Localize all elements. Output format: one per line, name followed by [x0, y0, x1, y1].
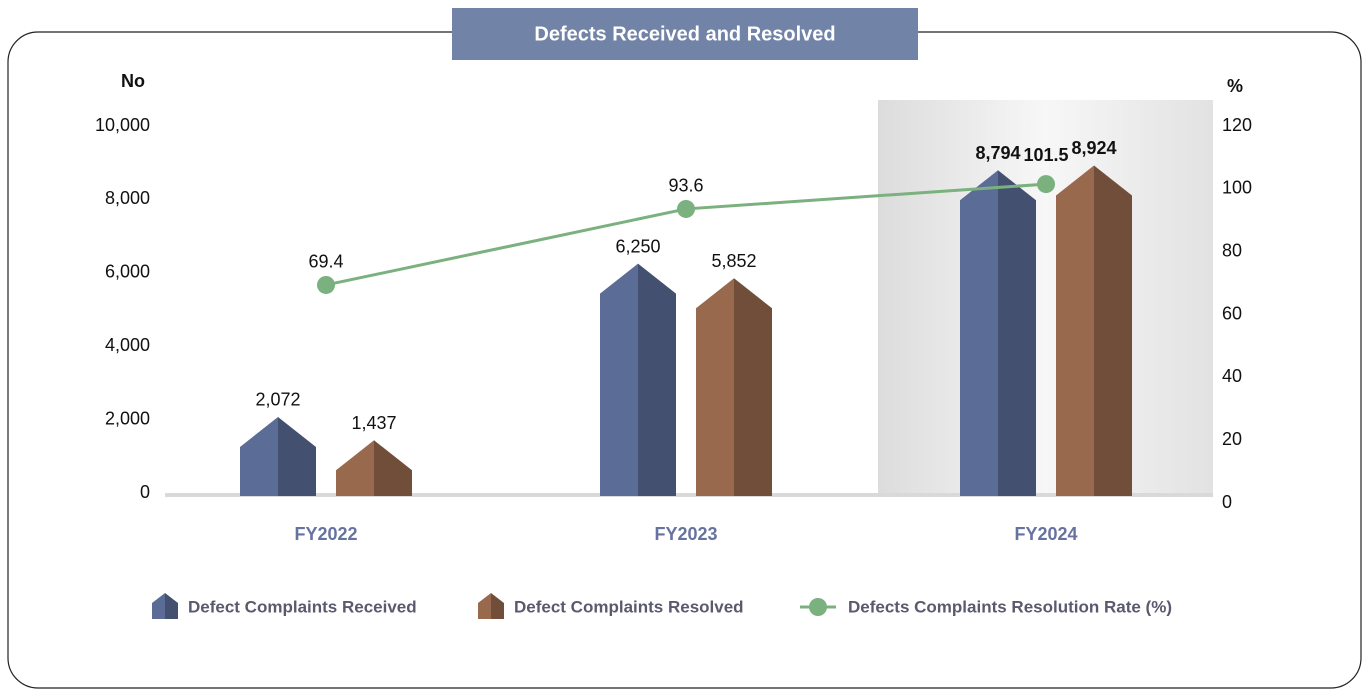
data-label: 6,250: [615, 236, 660, 256]
legend-marker: [809, 598, 827, 616]
y-tick-label: 10,000: [95, 115, 150, 135]
legend-label: Defect Complaints Resolved: [514, 597, 744, 616]
y-tick-label: 6,000: [105, 262, 150, 282]
bar: [1056, 165, 1094, 496]
y2-tick-label: 20: [1222, 429, 1242, 449]
data-label: 5,852: [711, 251, 756, 271]
y-tick-label: 0: [140, 482, 150, 502]
title-box: [452, 8, 918, 60]
data-label: 8,924: [1071, 138, 1116, 158]
legend-swatch: [491, 593, 504, 619]
bar-side: [998, 170, 1036, 496]
bar: [240, 416, 278, 496]
y2-tick-label: 40: [1222, 366, 1242, 386]
line-point: [677, 199, 695, 218]
y2-tick-label: 80: [1222, 240, 1242, 260]
highlight: [878, 100, 1213, 497]
bar: [696, 278, 734, 496]
y-axis-title: No: [121, 71, 145, 91]
y2-tick-label: 60: [1222, 303, 1242, 323]
x-tick-label: FY2023: [654, 524, 717, 544]
y-tick-label: 2,000: [105, 408, 150, 428]
data-label: 93.6: [668, 176, 703, 196]
bar: [336, 440, 374, 496]
data-label: 69.4: [308, 252, 343, 272]
data-label: 101.5: [1023, 145, 1068, 165]
legend-swatch: [165, 593, 178, 619]
bar-side: [1094, 165, 1132, 496]
chart-title: Defects Received and Resolved: [534, 23, 835, 45]
data-label: 1,437: [351, 413, 396, 433]
y2-tick-label: 100: [1222, 178, 1252, 198]
y2-tick-label: 120: [1222, 115, 1252, 135]
x-tick-label: FY2022: [294, 524, 357, 544]
bar-side: [638, 263, 676, 496]
y2-axis-title: %: [1227, 76, 1243, 96]
y2-tick-label: 0: [1222, 492, 1232, 512]
data-label: 8,794: [975, 143, 1020, 163]
line-point: [317, 275, 335, 294]
legend-label: Defect Complaints Received: [188, 597, 417, 616]
legend-swatch: [478, 593, 491, 619]
y-tick-label: 8,000: [105, 188, 150, 208]
y-tick-label: 4,000: [105, 335, 150, 355]
bar-side: [278, 416, 316, 496]
data-label: 2,072: [255, 390, 300, 410]
x-tick-label: FY2024: [1014, 524, 1077, 544]
bar-side: [374, 440, 412, 496]
legend-label: Defects Complaints Resolution Rate (%): [848, 597, 1172, 616]
bar-side: [734, 278, 772, 496]
bar: [600, 263, 638, 496]
bar: [960, 170, 998, 496]
line-point: [1037, 175, 1055, 194]
legend-swatch: [152, 593, 165, 619]
